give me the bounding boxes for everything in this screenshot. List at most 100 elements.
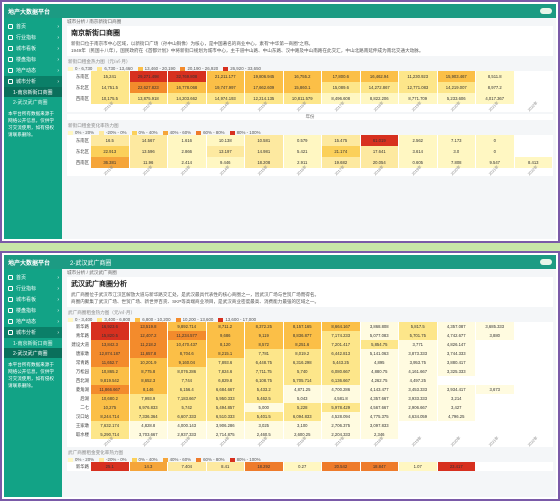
heatmap-cell[interactable]	[514, 93, 553, 104]
heatmap-cell[interactable]: 13,519.8	[129, 322, 168, 331]
legend-item[interactable]: 0% - 40%	[131, 130, 158, 135]
heatmap-cell[interactable]: 21.174	[322, 146, 361, 157]
heatmap-cell[interactable]: 10,865.2	[91, 367, 130, 376]
legend-item[interactable]: 0 - 3,400	[68, 317, 92, 322]
heatmap-cell[interactable]: 8,822.206	[360, 93, 399, 104]
heatmap-cell[interactable]: 2,706.375	[322, 421, 361, 430]
heatmap-cell[interactable]: 6,448.75	[245, 358, 284, 367]
heatmap-cell[interactable]	[476, 367, 515, 376]
heatmap-cell[interactable]: 2,937.333	[168, 430, 207, 439]
heatmap-cell[interactable]: 3,771	[399, 340, 438, 349]
heatmap-cell[interactable]: 8,572	[245, 340, 284, 349]
heatmap-cell[interactable]: 5.421	[283, 146, 322, 157]
heatmap-cell[interactable]: 16,462.94	[360, 71, 399, 82]
heatmap-cell[interactable]: 7,893.6	[206, 358, 245, 367]
legend-item[interactable]: 6,800 - 10,200	[135, 317, 171, 322]
legend-item[interactable]: 40% - 60%	[162, 130, 191, 135]
heatmap-cell[interactable]: 8,019.2	[283, 349, 322, 358]
heatmap-cell[interactable]: 19,806.945	[245, 71, 284, 82]
heatmap-cell[interactable]: 6,316.298	[283, 358, 322, 367]
heatmap-cell[interactable]: 4,634.059	[399, 412, 438, 421]
heatmap-cell[interactable]: 17.641	[360, 146, 399, 157]
heatmap-cell[interactable]: 3,453.333	[399, 385, 438, 394]
heatmap-cell[interactable]: 3,673	[476, 385, 515, 394]
heatmap-cell[interactable]: 9,819.542	[91, 376, 130, 385]
heatmap-cell[interactable]: 22.913	[91, 146, 130, 157]
heatmap-cell[interactable]: 3.0	[437, 146, 476, 157]
heatmap-cell[interactable]: 3,880.417	[437, 358, 476, 367]
heatmap-cell[interactable]: 4,880.75	[360, 367, 399, 376]
heatmap-cell[interactable]: 4,775.375	[360, 412, 399, 421]
heatmap-cell[interactable]: 4,895	[360, 358, 399, 367]
heatmap-cell[interactable]: 21,211.177	[206, 71, 245, 82]
heatmap-cell[interactable]: 6,080.667	[322, 367, 361, 376]
sidebar-item[interactable]: 行业指标 ›	[4, 283, 62, 294]
heatmap-cell[interactable]: 8,511.8	[476, 71, 515, 82]
heatmap-cell[interactable]: 7,183.667	[168, 394, 207, 403]
heatmap-cell[interactable]: 11,657.8	[129, 349, 168, 358]
legend-item[interactable]: 60% - 80%	[196, 457, 225, 462]
heatmap-cell[interactable]: 12,214.135	[245, 93, 284, 104]
heatmap-cell[interactable]: 10,201.9	[129, 358, 168, 367]
heatmap-cell[interactable]: 8.41	[206, 462, 245, 471]
heatmap-cell[interactable]: 2.562	[399, 135, 438, 146]
heatmap-cell[interactable]: 10,275	[91, 403, 130, 412]
heatmap-cell[interactable]: 18.292	[245, 462, 284, 471]
heatmap-cell[interactable]: 18.208	[245, 157, 284, 168]
heatmap-cell[interactable]: 4,143.477	[360, 385, 399, 394]
heatmap-cell[interactable]: 4,161.667	[399, 367, 438, 376]
legend-item[interactable]: 0% - 20%	[68, 130, 94, 135]
heatmap-cell[interactable]: 15,860.1	[283, 82, 322, 93]
heatmap-cell[interactable]	[514, 331, 553, 340]
heatmap-cell[interactable]: 5,433.2	[245, 385, 284, 394]
heatmap-cell[interactable]: 11,234.577	[168, 331, 207, 340]
heatmap-cell[interactable]: 61.019	[360, 135, 399, 146]
heatmap-cell[interactable]	[514, 340, 553, 349]
heatmap-cell[interactable]: 5,443.25	[322, 358, 361, 367]
heatmap-cell[interactable]: 0.579	[283, 135, 322, 146]
heatmap-cell[interactable]: 7,744	[168, 376, 207, 385]
heatmap-cell[interactable]: 8,215.1	[206, 349, 245, 358]
heatmap-cell[interactable]: 0.605	[399, 157, 438, 168]
heatmap-cell[interactable]: 4,017.367	[476, 93, 515, 104]
heatmap-cell[interactable]: 5,290.714	[91, 430, 130, 439]
heatmap-cell[interactable]: 15,903.467	[437, 71, 476, 82]
heatmap-cell[interactable]: 7,632.174	[91, 421, 130, 430]
heatmap-cell[interactable]: 8,244.714	[91, 412, 130, 421]
heatmap-cell[interactable]: 5,228	[283, 403, 322, 412]
heatmap-cell[interactable]: 6,684.667	[206, 385, 245, 394]
heatmap-cell[interactable]: 4,357.667	[360, 394, 399, 403]
heatmap-cell[interactable]: 12,874.187	[91, 349, 130, 358]
theme-toggle[interactable]	[540, 259, 552, 265]
heatmap-cell[interactable]	[476, 340, 515, 349]
heatmap-cell[interactable]	[514, 322, 553, 331]
heatmap-cell[interactable]: 2,460.5	[245, 430, 284, 439]
heatmap-cell[interactable]	[514, 403, 553, 412]
heatmap-cell[interactable]: 10,175.5	[91, 93, 130, 104]
heatmap-cell[interactable]: 5,854.75	[360, 340, 399, 349]
heatmap-cell[interactable]: 9.547	[476, 157, 515, 168]
heatmap-cell[interactable]: 15.475	[322, 135, 361, 146]
heatmap-cell[interactable]: 23.417	[437, 462, 476, 471]
legend-item[interactable]: 40% - 60%	[162, 457, 191, 462]
heatmap-cell[interactable]: 13,842.3	[91, 340, 130, 349]
heatmap-cell[interactable]: 3,703.667	[129, 430, 168, 439]
heatmap-cell[interactable]: 5,141.063	[360, 349, 399, 358]
heatmap-cell[interactable]: 19.682	[322, 157, 361, 168]
heatmap-cell[interactable]	[514, 349, 553, 358]
heatmap-cell[interactable]: 4,700.286	[322, 385, 361, 394]
heatmap-cell[interactable]: 11.96	[129, 157, 168, 168]
heatmap-cell[interactable]: 3.614	[399, 146, 438, 157]
heatmap-cell[interactable]: 14.567	[129, 135, 168, 146]
heatmap-cell[interactable]: 11,652.7	[91, 358, 130, 367]
heatmap-cell[interactable]	[514, 82, 553, 93]
heatmap-cell[interactable]	[514, 376, 553, 385]
heatmap-cell[interactable]: 29,271.498	[129, 71, 168, 82]
heatmap-cell[interactable]: 5,043	[283, 394, 322, 403]
heatmap-cell[interactable]: 2.911	[283, 157, 322, 168]
heatmap-cell[interactable]	[514, 135, 553, 146]
heatmap-cell[interactable]: 8,120	[206, 340, 245, 349]
heatmap-cell[interactable]: 20.054	[360, 157, 399, 168]
heatmap-cell[interactable]	[399, 430, 438, 439]
heatmap-cell[interactable]: 2,346	[360, 430, 399, 439]
